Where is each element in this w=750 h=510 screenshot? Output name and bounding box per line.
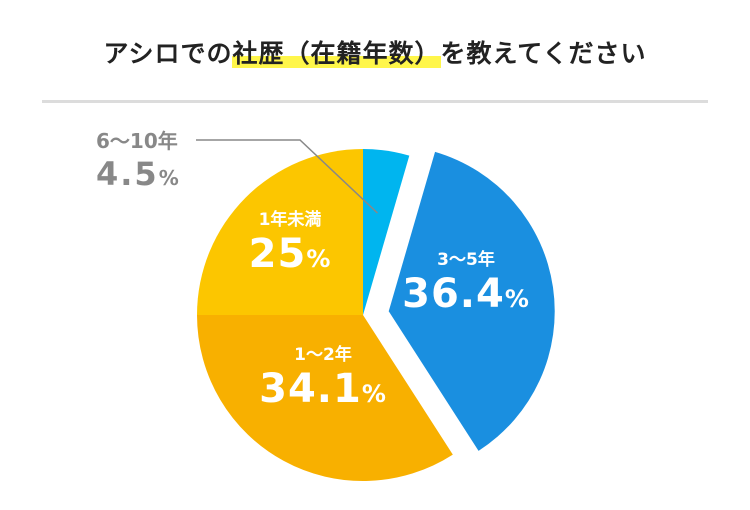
slice-value: 4.5% bbox=[96, 155, 179, 193]
chart-title: アシロでの社歴（在籍年数）を教えてください bbox=[103, 34, 646, 70]
slice-label-1-2: 1〜2年 34.1% bbox=[259, 345, 387, 418]
slice-under-1 bbox=[197, 149, 363, 315]
slice-value: 25% bbox=[248, 231, 332, 277]
title-divider bbox=[42, 100, 708, 103]
slice-category: 3〜5年 bbox=[437, 250, 495, 270]
slice-value: 36.4% bbox=[402, 271, 530, 317]
slice-6-10 bbox=[363, 149, 410, 315]
title-suffix: を教えてください bbox=[440, 39, 647, 68]
slice-label-6-10: 6〜10年 4.5% bbox=[96, 128, 179, 198]
slice-category: 1年未満 bbox=[258, 210, 322, 230]
title-highlight: 社歴（在籍年数） bbox=[232, 39, 441, 68]
slice-1-2 bbox=[196, 315, 453, 481]
slice-value: 34.1% bbox=[259, 366, 387, 412]
chart-title-wrap: アシロでの社歴（在籍年数）を教えてください bbox=[0, 34, 750, 70]
slice-label-under-1: 1年未満 25% bbox=[249, 210, 332, 283]
leader-line bbox=[196, 139, 379, 214]
slice-3-5 bbox=[388, 151, 555, 451]
slice-category: 6〜10年 bbox=[96, 129, 178, 153]
title-prefix: アシロでの bbox=[103, 39, 233, 68]
slice-category: 1〜2年 bbox=[294, 345, 352, 365]
slice-label-3-5: 3〜5年 36.4% bbox=[402, 250, 530, 323]
